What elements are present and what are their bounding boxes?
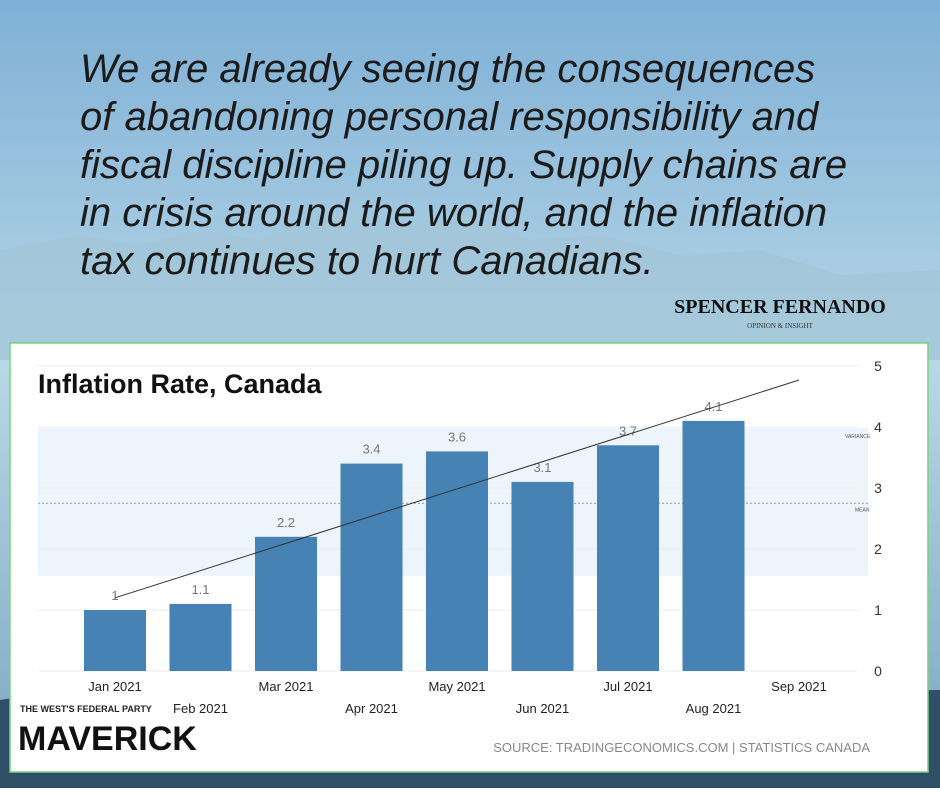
x-tick-label: Sep 2021 bbox=[771, 679, 827, 694]
value-label: 1 bbox=[111, 588, 118, 603]
y-tick-label: 2 bbox=[874, 541, 882, 557]
party-tagline: THE WEST'S FEDERAL PARTY bbox=[20, 704, 152, 714]
value-label: 3.4 bbox=[362, 442, 380, 457]
bar bbox=[511, 481, 574, 671]
x-tick-label: Jul 2021 bbox=[603, 679, 652, 694]
brand-tagline: OPINION & INSIGHT bbox=[747, 322, 813, 330]
chart: VARIANCE MEAN 0 1 2 3 4 5 Jan 2021 1 Feb 2021 1.1 Ma… bbox=[38, 358, 882, 716]
value-label: 1.1 bbox=[191, 582, 209, 597]
quote-line: fiscal discipline piling up. Supply chai… bbox=[80, 143, 847, 187]
logo: MAVERICK bbox=[18, 720, 197, 758]
y-tick-label: 1 bbox=[874, 602, 882, 618]
trend-line bbox=[114, 379, 800, 599]
mountains bbox=[0, 210, 940, 360]
value-label: 4.1 bbox=[704, 399, 722, 414]
x-tick-label: Feb 2021 bbox=[173, 701, 228, 716]
brand-name: SPENCER FERNANDO bbox=[674, 296, 886, 318]
y-tick-label: 3 bbox=[874, 480, 882, 496]
bar bbox=[597, 445, 659, 671]
source: SOURCE: TRADINGECONOMICS.COM | STATISTIC… bbox=[493, 740, 870, 755]
quote-line: in crisis around the world, and the infl… bbox=[80, 191, 827, 235]
x-tick-label: May 2021 bbox=[428, 679, 485, 694]
bar bbox=[84, 610, 146, 671]
y-tick-label: 0 bbox=[874, 663, 882, 679]
x-tick-label: Jun 2021 bbox=[516, 701, 570, 716]
value-label: 3.6 bbox=[448, 429, 466, 444]
quote-line: of abandoning personal responsibility an… bbox=[80, 95, 820, 139]
variance-label: VARIANCE bbox=[845, 434, 871, 440]
value-label: 3.7 bbox=[619, 423, 637, 438]
quote-line: tax continues to hurt Canadians. bbox=[80, 239, 654, 283]
quote-line: We are already seeing the consequences bbox=[80, 47, 815, 91]
chart-title: Inflation Rate, Canada bbox=[38, 369, 323, 399]
x-tick-label: Apr 2021 bbox=[345, 701, 398, 716]
x-tick-label: Jan 2021 bbox=[88, 679, 142, 694]
bar bbox=[426, 451, 488, 671]
bar bbox=[169, 603, 232, 671]
value-label: 2.2 bbox=[277, 515, 295, 530]
x-tick-label: Aug 2021 bbox=[686, 701, 742, 716]
bar bbox=[340, 463, 403, 671]
mean-label: MEAN bbox=[855, 507, 870, 513]
bar bbox=[255, 536, 317, 671]
y-tick-label: 4 bbox=[874, 419, 882, 435]
x-tick-label: Mar 2021 bbox=[259, 679, 314, 694]
bar bbox=[682, 420, 745, 671]
y-tick-label: 5 bbox=[874, 358, 882, 374]
quote: We are already seeing the consequencesof… bbox=[80, 47, 847, 283]
